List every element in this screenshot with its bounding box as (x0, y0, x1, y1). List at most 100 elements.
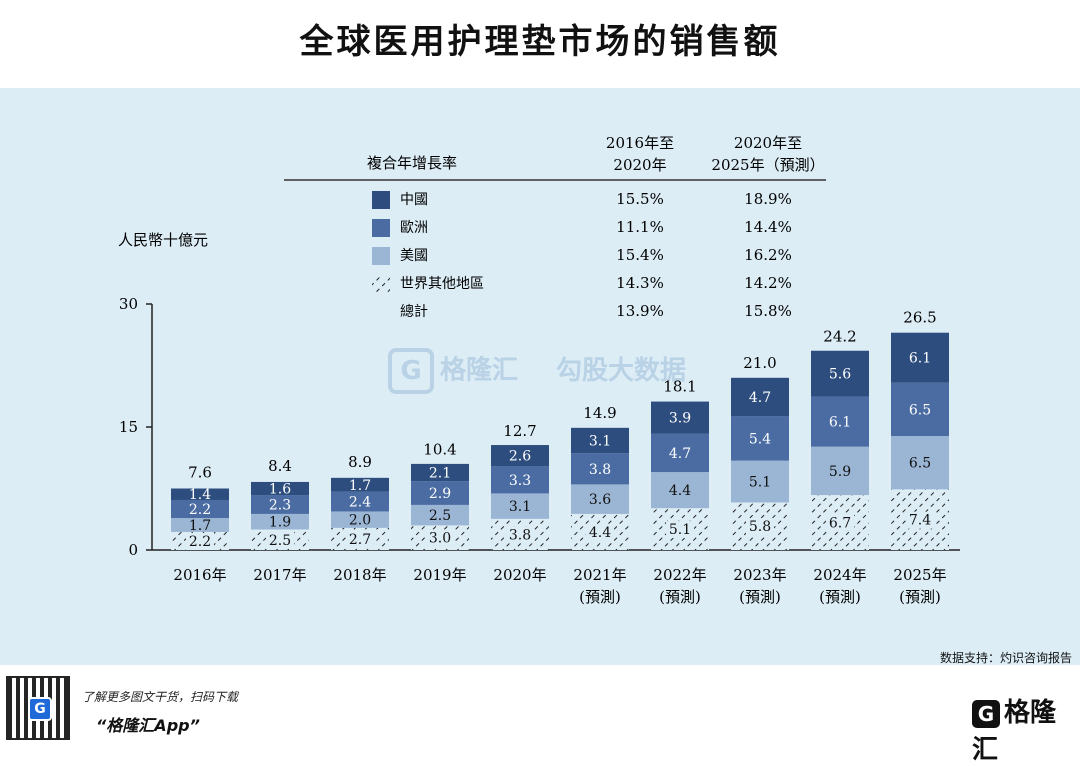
bar-value-label: 3.1 (589, 434, 611, 450)
bar-value-label: 1.7 (349, 478, 371, 494)
label-backdrop (826, 514, 854, 532)
x-tick-label: 2017年 (253, 566, 306, 584)
label-backdrop (666, 521, 694, 539)
cagr-col1-header-line2: 2020年 (613, 156, 666, 174)
bar-value-label: 4.4 (589, 525, 611, 541)
qr-logo-icon: G (28, 697, 52, 721)
x-tick-label: 2022年 (653, 566, 706, 584)
bar-value-label: 6.5 (909, 456, 931, 472)
bar-value-label: 3.1 (509, 499, 531, 515)
cagr-table: 複合年增長率 2016年至 2020年 2020年至 2025年（預測） 中國 15.5% 1… (284, 134, 826, 320)
x-tick-label: (預測) (579, 588, 621, 606)
bar-total-label: 24.2 (823, 328, 856, 346)
page-title: 全球医用护理垫市场的销售额 (299, 22, 781, 62)
legend-label: 世界其他地區 (400, 276, 484, 292)
legend-label: 歐洲 (400, 220, 428, 236)
x-tick-label: 2021年 (573, 566, 626, 584)
bar-value-label: 3.8 (509, 527, 531, 543)
bar-segment (891, 436, 949, 490)
bar-value-label: 2.9 (429, 486, 451, 502)
bar-segment (491, 466, 549, 494)
bar-value-label: 4.7 (749, 390, 771, 406)
bar-segment (651, 433, 709, 473)
cagr-value-2016-2020: 13.9% (616, 302, 664, 320)
bar-value-label: 2.0 (349, 513, 371, 529)
brand-logo-icon: G (972, 699, 1000, 728)
bar-segment (171, 499, 229, 519)
legend-swatch (372, 191, 390, 209)
legend-label: 總計 (400, 303, 428, 320)
x-tick-label: 2023年 (733, 566, 786, 584)
bar-value-label: 2.3 (269, 497, 291, 513)
legend-swatch (372, 247, 390, 265)
bar-value-label: 3.6 (589, 492, 611, 508)
bar-segment (571, 427, 629, 454)
bar-total-label: 18.1 (663, 378, 696, 396)
footer-app-name: “格隆汇App” (96, 716, 200, 735)
footer-brand: G 格隆汇 (972, 698, 1057, 765)
x-tick-label: (預測) (659, 588, 701, 606)
bar-segment (171, 488, 229, 500)
bar-segment (891, 382, 949, 437)
bar-segment (331, 491, 389, 512)
bar-total-label: 26.5 (903, 309, 936, 327)
cagr-value-2020-2025: 16.2% (744, 246, 792, 264)
bar-value-label: 7.4 (909, 513, 931, 529)
bar-value-label: 3.8 (589, 462, 611, 478)
watermark-gougu: 勾股大数据 (556, 356, 687, 386)
bar-total-label: 10.4 (423, 441, 456, 459)
cagr-value-2016-2020: 15.4% (616, 246, 664, 264)
bar-value-label: 3.3 (509, 473, 531, 489)
x-tick-label: (預測) (819, 588, 861, 606)
bar-value-label: 2.2 (189, 502, 211, 518)
cagr-value-2020-2025: 14.4% (744, 218, 792, 236)
x-tick-label: 2024年 (813, 566, 866, 584)
cagr-value-2020-2025: 18.9% (744, 190, 792, 208)
bar-value-label: 5.6 (829, 367, 851, 383)
bar-value-label: 2.6 (509, 449, 531, 465)
label-backdrop (426, 529, 454, 547)
bar-total-label: 8.9 (348, 453, 372, 471)
bar-value-label: 1.4 (189, 487, 211, 503)
bar-segment (811, 446, 869, 496)
bar-value-label: 5.1 (749, 475, 771, 491)
bar-segment (331, 477, 389, 492)
footer-download-hint: 了解更多图文干货，扫码下载 (82, 690, 239, 704)
label-backdrop (346, 530, 374, 548)
bar-segment (811, 350, 869, 397)
bar-segment (411, 481, 469, 505)
bar-segment (731, 460, 789, 503)
cagr-value-2016-2020: 15.5% (616, 190, 664, 208)
bar-segment (251, 495, 309, 514)
bar-segment (491, 445, 549, 467)
x-tick-label: (預測) (899, 588, 941, 606)
bar-value-label: 1.9 (269, 515, 291, 531)
data-source-note: 数据支持：灼识咨询报告 (939, 651, 1072, 665)
bar-value-label: 3.9 (669, 411, 691, 427)
y-tick-label: 15 (119, 418, 138, 436)
bar-value-label: 2.1 (429, 466, 451, 482)
bar-segment (251, 513, 309, 530)
bar-segment (331, 511, 389, 528)
bar-value-label: 3.0 (429, 531, 451, 547)
bar-segment (411, 463, 469, 482)
cagr-value-2016-2020: 14.3% (616, 274, 664, 292)
bar-total-label: 21.0 (743, 354, 776, 372)
bar-segment (491, 493, 549, 519)
x-tick-label: 2020年 (493, 566, 546, 584)
label-backdrop (906, 511, 934, 529)
bar-segment (651, 472, 709, 509)
bar-segment (171, 518, 229, 532)
bar-value-label: 5.1 (669, 522, 691, 538)
bar-value-label: 6.1 (829, 415, 851, 431)
cagr-value-2020-2025: 15.8% (744, 302, 792, 320)
bar-segment (891, 332, 949, 383)
cagr-col2-header-line1: 2020年至 (734, 134, 802, 152)
label-backdrop (586, 523, 614, 541)
x-tick-label: 2025年 (893, 566, 946, 584)
legend-label: 美國 (400, 248, 428, 264)
bar-total-label: 8.4 (268, 457, 292, 475)
bar-value-label: 5.4 (749, 431, 771, 447)
bar-value-label: 1.6 (269, 482, 291, 498)
bar-value-label: 6.5 (909, 402, 931, 418)
